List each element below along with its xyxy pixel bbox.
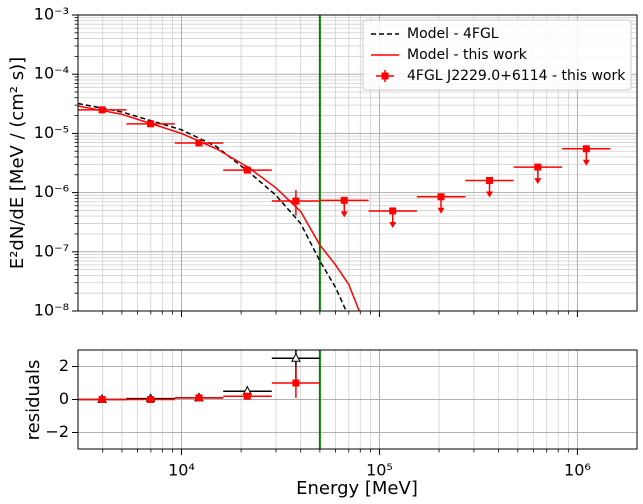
clip-group (78, 350, 321, 449)
axes-frame (77, 14, 638, 312)
legend: Model - 4FGL Model - this work 4FGL J2229.… (362, 19, 632, 91)
y-tick-label: 2 (59, 356, 69, 375)
plot-area: 10⁴ 10⁵ 10⁶ −2 0 2 (45, 349, 638, 480)
y-axis-label: E²dN/dE [MeV / (cm² s)] (7, 57, 28, 269)
x-tick-label: 10⁵ (366, 461, 393, 480)
data-point (292, 197, 300, 205)
y-tick-label: 10⁻⁸ (34, 301, 69, 320)
data-point (582, 145, 590, 153)
legend-label: Model - this work (407, 47, 528, 63)
upper-limit-head (534, 178, 542, 185)
data-point (291, 352, 301, 362)
y-tick-label: 10⁻³ (34, 5, 69, 24)
data-point (292, 379, 300, 387)
upper-limit-head (486, 191, 494, 198)
data-point (195, 139, 203, 147)
data-point (98, 396, 106, 403)
data-point (437, 193, 445, 201)
legend-label: Model - 4FGL (407, 26, 499, 42)
data-point (243, 166, 251, 174)
data-point (534, 163, 542, 171)
legend-label: 4FGL J2229.0+6114 - this work (407, 68, 626, 84)
data-point (486, 177, 494, 185)
data-point (243, 392, 251, 400)
y-tick-label: 10⁻⁶ (34, 182, 69, 201)
y-tick-label: 10⁻⁷ (34, 241, 69, 260)
axes-frame (77, 349, 638, 450)
model-curve (78, 105, 361, 311)
data-point (389, 207, 397, 215)
x-tick-label: 10⁴ (168, 461, 195, 480)
clip-group (78, 15, 611, 311)
upper-limit-head (582, 159, 590, 166)
data-point (147, 396, 155, 403)
legend-swatch (381, 72, 389, 80)
y-axis-label: residuals (23, 360, 44, 441)
y-tick-label: 10⁻⁴ (34, 64, 69, 83)
data-point (340, 196, 348, 204)
y-tick-label: 0 (59, 389, 69, 408)
y-tick-label: 10⁻⁵ (34, 123, 69, 142)
data-point (147, 120, 155, 128)
upper-limit-head (437, 207, 445, 214)
x-axis-label: Energy [MeV] (296, 478, 418, 499)
x-tick-label: 10⁶ (564, 461, 591, 480)
upper-limit-head (389, 221, 397, 228)
legend-box (362, 19, 632, 91)
upper-limit-head (340, 211, 348, 218)
y-tick-label: −2 (45, 422, 69, 441)
data-point (195, 394, 203, 402)
data-point (98, 106, 106, 114)
